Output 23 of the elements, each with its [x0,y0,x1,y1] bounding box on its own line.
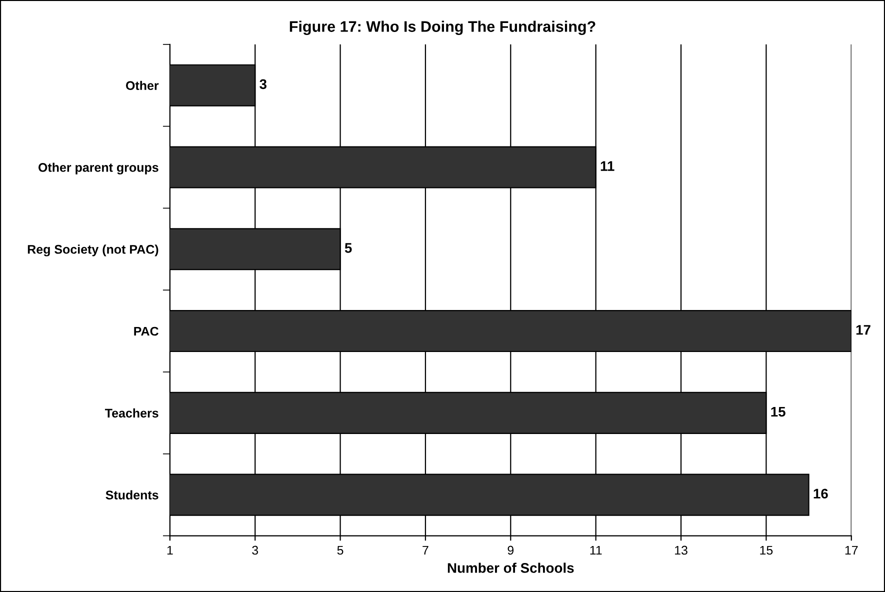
data-label: 16 [814,488,828,499]
data-label: 3 [260,79,266,90]
chart-title: Figure 17: Who Is Doing The Fundraising? [290,20,596,36]
x-tick-label: 11 [590,546,602,555]
x-tick-label: 13 [675,546,688,555]
y-tick-label: Teachers [104,408,158,418]
x-tick-label: 9 [508,546,514,555]
y-tick-label: Other parent groups [38,162,158,174]
data-label: 15 [771,406,786,417]
x-tick-label: 5 [337,546,344,555]
y-tick-label: Reg Society (not PAC) [28,244,158,256]
x-tick-label: 3 [252,546,258,555]
x-tick-label: 15 [760,546,773,555]
x-tick-label: 7 [422,546,428,555]
y-tick-label: Students [106,490,158,500]
x-axis-title: Number of Schools [448,562,574,573]
data-label: 17 [856,325,870,335]
x-tick-label: 17 [845,546,858,555]
y-tick-label: PAC [134,326,158,336]
x-tick-label: 1 [167,546,173,555]
y-tick-label: Other [126,80,159,90]
data-label: 5 [344,243,352,253]
data-label: 11 [600,161,614,171]
